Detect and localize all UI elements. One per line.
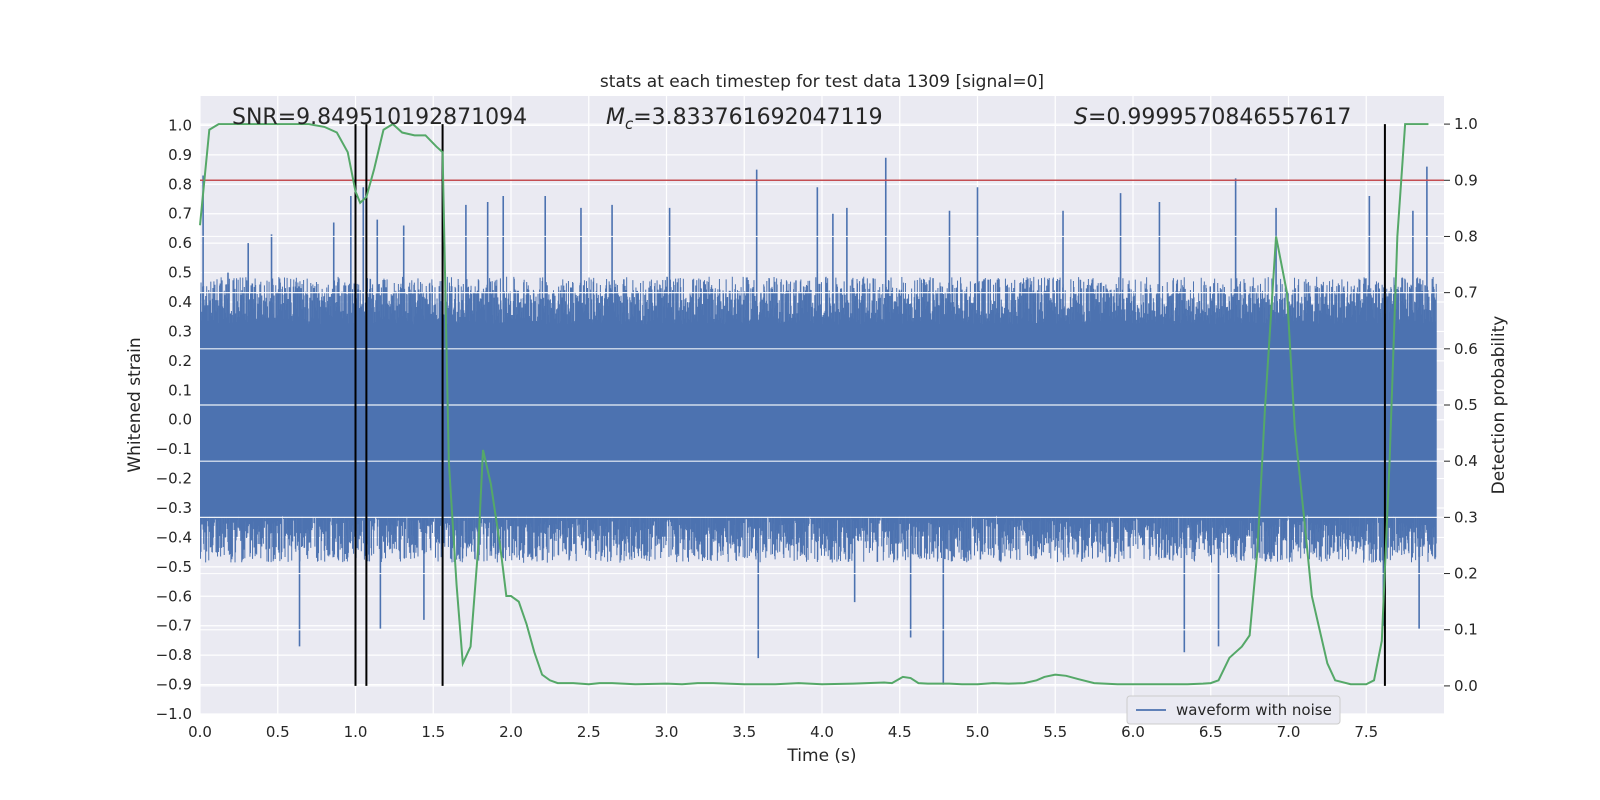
left-y-tick-label: −0.6	[156, 587, 192, 605]
right-y-tick-label: 0.2	[1454, 565, 1478, 583]
snr-annotation: SNR=9.849510192871094	[232, 105, 527, 130]
chirp-mass-value: =3.833761692047119	[633, 105, 882, 130]
left-y-tick-label: −0.3	[156, 499, 192, 517]
chirp-mass-annotation: Mc=3.833761692047119	[606, 105, 883, 133]
right-y-axis-ticks: 1.0 0.9 0.8 0.7 0.6 0.5 0.4 0.3 0.2 0.1 0.0	[1444, 115, 1478, 695]
x-tick-label: 2.0	[499, 723, 523, 741]
right-y-tick-label: 1.0	[1454, 115, 1478, 133]
right-y-tick-label: 0.5	[1454, 396, 1478, 414]
left-y-tick-label: 0.0	[168, 411, 192, 429]
legend-box	[1126, 695, 1341, 725]
left-y-axis-ticks: 1.0 0.9 0.8 0.7 0.6 0.5 0.4 0.3 0.2 0.1 0.0 −0.1 −0.…	[156, 116, 192, 723]
waveform-core-band	[200, 276, 1437, 563]
chirp-mass-subscript: c	[625, 115, 634, 133]
left-y-tick-label: −0.4	[156, 528, 192, 546]
left-y-tick-label: −1.0	[156, 705, 192, 723]
right-y-tick-label: 0.1	[1454, 621, 1478, 639]
score-value: =0.9999570846557617	[1088, 105, 1351, 130]
right-y-tick-label: 0.8	[1454, 227, 1478, 245]
detection-markers	[354, 124, 1386, 686]
left-y-tick-label: −0.9	[156, 676, 192, 694]
x-tick-label: 4.5	[888, 723, 912, 741]
left-y-tick-label: −0.5	[156, 558, 192, 576]
left-y-tick-label: 1.0	[168, 116, 192, 134]
score-annotation: S=0.9999570846557617	[1074, 105, 1351, 130]
chirp-mass-symbol: M	[606, 105, 625, 130]
left-y-tick-label: 0.4	[168, 293, 192, 311]
detection-probability-line	[199, 122, 1429, 686]
left-y-tick-label: −0.7	[156, 617, 192, 635]
left-y-tick-label: −0.2	[156, 470, 192, 488]
left-y-tick-label: −0.1	[156, 440, 192, 458]
x-tick-label: 6.5	[1199, 723, 1223, 741]
x-axis-ticks: 0.0 0.5 1.0 1.5 2.0 2.5 3.0 3.5 4.0 4.5 5.0 5.5 6.0 6…	[188, 723, 1378, 741]
right-y-tick-label: 0.4	[1454, 452, 1478, 470]
right-y-tick-label: 0.0	[1454, 677, 1478, 695]
x-axis-label: Time (s)	[786, 746, 856, 766]
left-y-tick-label: 0.9	[168, 146, 192, 164]
x-tick-label: 0.0	[188, 723, 212, 741]
x-tick-label: 2.5	[577, 723, 601, 741]
x-tick-label: 4.0	[810, 723, 834, 741]
x-tick-label: 3.5	[732, 723, 756, 741]
right-y-tick-label: 0.9	[1454, 171, 1478, 189]
x-tick-label: 5.5	[1043, 723, 1067, 741]
x-tick-label: 1.0	[344, 723, 368, 741]
left-y-tick-label: −0.8	[156, 646, 192, 664]
left-y-tick-label: 0.2	[168, 352, 192, 370]
x-tick-label: 5.0	[966, 723, 990, 741]
legend-label: waveform with noise	[1176, 701, 1332, 719]
right-y-tick-label: 0.3	[1454, 508, 1478, 526]
left-y-tick-label: 0.8	[168, 175, 192, 193]
legend: waveform with noise	[1126, 695, 1341, 725]
chart-title: stats at each timestep for test data 130…	[600, 72, 1044, 92]
right-y-tick-label: 0.7	[1454, 284, 1478, 302]
right-y-tick-label: 0.6	[1454, 340, 1478, 358]
left-y-tick-label: 0.7	[168, 205, 192, 223]
left-y-tick-label: 0.6	[168, 234, 192, 252]
right-y-axis-label: Detection probability	[1489, 316, 1509, 495]
x-tick-label: 1.5	[421, 723, 445, 741]
x-tick-label: 3.0	[655, 723, 679, 741]
left-y-tick-label: 0.5	[168, 264, 192, 282]
left-y-tick-label: 0.1	[168, 381, 192, 399]
x-tick-label: 7.0	[1277, 723, 1301, 741]
x-tick-label: 0.5	[266, 723, 290, 741]
x-tick-label: 6.0	[1121, 723, 1145, 741]
left-y-tick-label: 0.3	[168, 322, 192, 340]
score-symbol: S	[1074, 105, 1088, 130]
left-y-axis-label: Whitened strain	[125, 337, 145, 472]
right-y-gridlines-overlay	[200, 123, 1444, 687]
x-tick-label: 7.5	[1354, 723, 1378, 741]
